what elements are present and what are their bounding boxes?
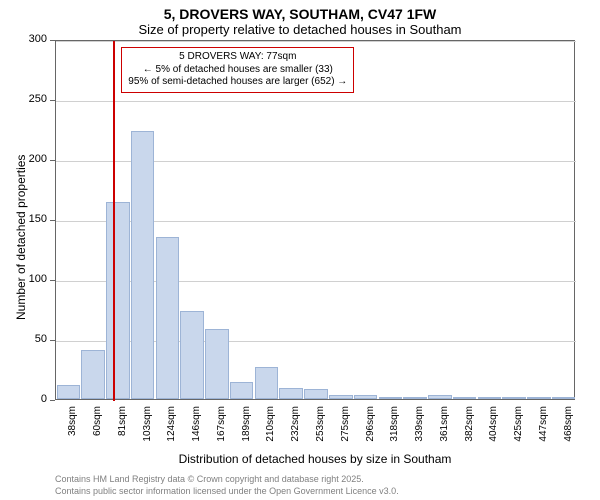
histogram-bar: [403, 397, 427, 399]
x-tick-label: 146sqm: [191, 406, 202, 456]
property-marker-line: [113, 41, 115, 401]
grid-line: [56, 41, 576, 42]
histogram-bar: [379, 397, 403, 399]
histogram-bar: [354, 395, 378, 399]
histogram-bar: [131, 131, 155, 399]
x-tick-label: 339sqm: [414, 406, 425, 456]
x-tick-label: 447sqm: [538, 406, 549, 456]
y-axis-label: Number of detached properties: [14, 155, 28, 320]
x-tick-label: 38sqm: [67, 406, 78, 456]
histogram-bar: [279, 388, 303, 399]
annotation-line-3: 95% of semi-detached houses are larger (…: [128, 76, 347, 89]
x-tick-label: 60sqm: [92, 406, 103, 456]
x-tick-label: 253sqm: [315, 406, 326, 456]
histogram-bar: [329, 395, 353, 399]
y-tick-mark: [50, 160, 55, 161]
grid-line: [56, 101, 576, 102]
y-tick-mark: [50, 100, 55, 101]
histogram-bar: [453, 397, 477, 399]
annotation-box: 5 DROVERS WAY: 77sqm← 5% of detached hou…: [121, 47, 354, 93]
chart-subtitle: Size of property relative to detached ho…: [0, 22, 600, 37]
histogram-bar: [552, 397, 576, 399]
x-tick-label: 425sqm: [513, 406, 524, 456]
histogram-bar: [180, 311, 204, 399]
footer-line-2: Contains public sector information licen…: [55, 486, 399, 496]
histogram-bar: [428, 395, 452, 399]
annotation-line-2: ← 5% of detached houses are smaller (33): [128, 64, 347, 77]
y-tick-label: 0: [0, 393, 47, 405]
histogram-bar: [255, 367, 279, 399]
histogram-bar: [478, 397, 502, 399]
y-tick-label: 100: [0, 273, 47, 285]
x-tick-label: 232sqm: [290, 406, 301, 456]
y-tick-label: 300: [0, 33, 47, 45]
y-tick-label: 50: [0, 333, 47, 345]
x-tick-label: 81sqm: [117, 406, 128, 456]
histogram-bar: [304, 389, 328, 399]
x-tick-label: 167sqm: [216, 406, 227, 456]
y-tick-mark: [50, 400, 55, 401]
y-tick-mark: [50, 340, 55, 341]
histogram-bar: [106, 202, 130, 399]
plot-area: 5 DROVERS WAY: 77sqm← 5% of detached hou…: [55, 40, 575, 400]
chart-container: 5, DROVERS WAY, SOUTHAM, CV47 1FW Size o…: [0, 0, 600, 500]
y-tick-label: 150: [0, 213, 47, 225]
histogram-bar: [502, 397, 526, 399]
x-tick-label: 361sqm: [439, 406, 450, 456]
histogram-bar: [205, 329, 229, 399]
x-axis-label: Distribution of detached houses by size …: [55, 452, 575, 466]
x-tick-label: 296sqm: [365, 406, 376, 456]
x-tick-label: 404sqm: [488, 406, 499, 456]
x-tick-label: 318sqm: [389, 406, 400, 456]
x-tick-label: 382sqm: [464, 406, 475, 456]
annotation-line-1: 5 DROVERS WAY: 77sqm: [128, 51, 347, 64]
x-tick-label: 189sqm: [241, 406, 252, 456]
chart-title: 5, DROVERS WAY, SOUTHAM, CV47 1FW: [0, 6, 600, 22]
y-tick-label: 250: [0, 93, 47, 105]
x-tick-label: 275sqm: [340, 406, 351, 456]
x-tick-label: 124sqm: [166, 406, 177, 456]
x-tick-label: 468sqm: [563, 406, 574, 456]
histogram-bar: [230, 382, 254, 399]
histogram-bar: [527, 397, 551, 399]
x-tick-label: 103sqm: [142, 406, 153, 456]
y-tick-label: 200: [0, 153, 47, 165]
histogram-bar: [156, 237, 180, 399]
histogram-bar: [57, 385, 81, 399]
y-tick-mark: [50, 220, 55, 221]
y-tick-mark: [50, 280, 55, 281]
y-tick-mark: [50, 40, 55, 41]
histogram-bar: [81, 350, 105, 399]
footer-line-1: Contains HM Land Registry data © Crown c…: [55, 474, 364, 484]
x-tick-label: 210sqm: [265, 406, 276, 456]
